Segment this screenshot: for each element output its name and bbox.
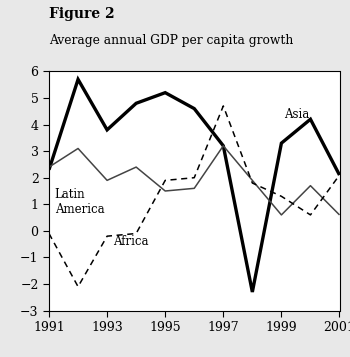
Text: Africa: Africa (113, 236, 148, 248)
Text: Asia: Asia (284, 108, 309, 121)
Text: Figure 2: Figure 2 (49, 7, 115, 21)
Text: Average annual GDP per capita growth: Average annual GDP per capita growth (49, 34, 293, 47)
Text: Latin
America: Latin America (55, 188, 104, 216)
